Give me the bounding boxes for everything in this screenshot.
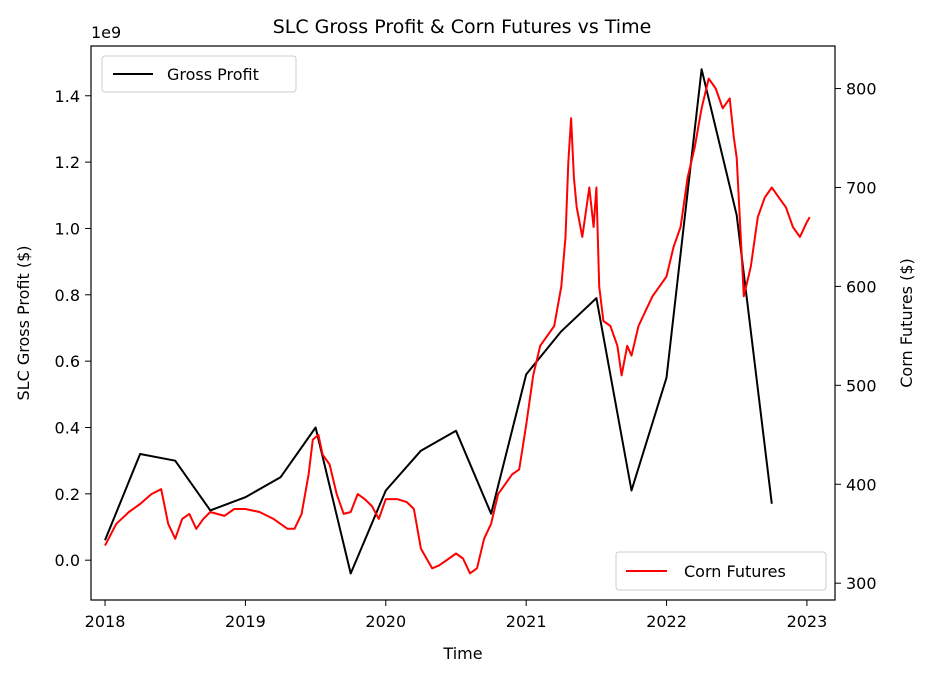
right-y-axis: 300 400 500 600 700 800 <box>835 80 877 593</box>
left-y-axis: 0.0 0.2 0.4 0.6 0.8 1.0 1.2 1.4 <box>55 87 91 570</box>
left-y-tick-label: 0.2 <box>55 485 80 504</box>
legend-label-gross-profit: Gross Profit <box>167 65 259 84</box>
left-axis-scale-label: 1e9 <box>91 23 121 42</box>
series-layer <box>104 68 811 575</box>
right-y-axis-label: Corn Futures ($) <box>897 258 916 388</box>
x-tick-label: 2020 <box>365 612 406 631</box>
x-tick-label: 2022 <box>646 612 687 631</box>
left-y-tick-label: 0.8 <box>55 286 80 305</box>
legend-box <box>101 55 297 93</box>
right-y-tick-label: 300 <box>846 574 877 593</box>
right-y-tick-label: 800 <box>846 80 877 99</box>
x-axis-label: Time <box>442 644 482 663</box>
left-y-tick-label: 1.4 <box>55 87 80 106</box>
right-y-tick-label: 400 <box>846 475 877 494</box>
legend-box <box>615 551 827 591</box>
right-y-tick-label: 700 <box>846 178 877 197</box>
left-y-tick-label: 0.4 <box>55 418 80 437</box>
series-line-corn-futures <box>104 77 811 575</box>
left-y-tick-label: 0.6 <box>55 352 80 371</box>
left-y-tick-label: 1.0 <box>55 219 80 238</box>
plot-area <box>90 45 836 601</box>
x-tick-label: 2018 <box>85 612 126 631</box>
x-tick-label: 2019 <box>225 612 266 631</box>
left-y-tick-label: 0.0 <box>55 551 80 570</box>
legend-gross-profit: Gross Profit <box>101 55 297 93</box>
left-y-tick-label: 1.2 <box>55 153 80 172</box>
chart-title: SLC Gross Profit & Corn Futures vs Time <box>273 16 652 38</box>
right-y-tick-label: 500 <box>846 376 877 395</box>
x-tick-label: 2023 <box>787 612 828 631</box>
legend-label-corn-futures: Corn Futures <box>684 562 786 581</box>
legend-corn-futures: Corn Futures <box>615 551 827 591</box>
plot-frame <box>90 45 836 601</box>
left-y-axis-label: SLC Gross Profit ($) <box>14 246 33 401</box>
x-axis: 2018 2019 2020 2021 2022 2023 <box>85 600 828 631</box>
right-y-tick-label: 600 <box>846 277 877 296</box>
x-tick-label: 2021 <box>506 612 547 631</box>
series-line-gross-profit <box>104 68 773 575</box>
